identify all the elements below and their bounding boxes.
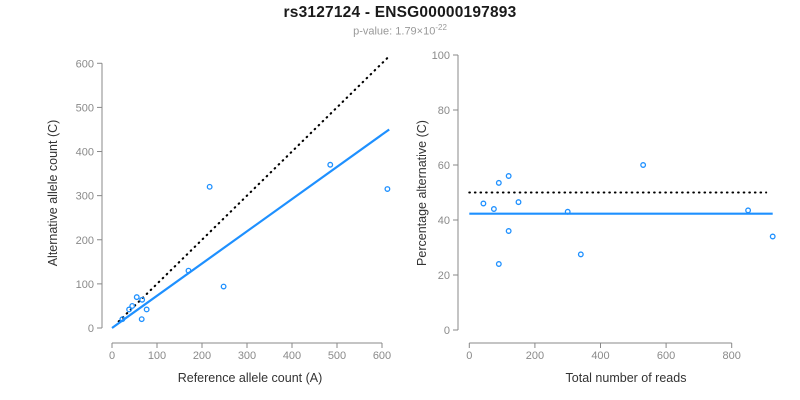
x-axis-tick-label: 200 [526,350,544,362]
x-axis-tick-label: 200 [193,350,211,362]
y-axis-title: Alternative allele count (C) [46,120,60,267]
pvalue-exponent: -22 [435,23,447,32]
x-axis-title: Reference allele count (A) [178,371,323,385]
regression-line [111,128,390,329]
data-point [327,161,334,168]
data-point [505,173,512,179]
y-axis-tick-label: 400 [76,147,94,159]
data-point [126,306,133,313]
data-point [495,261,502,267]
y-axis-tick-label: 80 [438,105,450,117]
data-point [564,208,571,215]
data-point [119,316,126,323]
y-axis-tick-label: 200 [76,235,94,247]
data-point [505,228,512,234]
data-point [495,179,502,186]
y-axis-tick-label: 40 [438,215,450,227]
y-axis-tick-label: 60 [438,160,450,172]
data-point [515,199,522,206]
data-point [640,162,647,168]
x-axis-tick-label: 100 [148,350,166,362]
y-axis-title: Percentage alternative (C) [415,120,429,266]
data-point [577,251,584,258]
figure-title: rs3127124 - ENSG00000197893 [283,4,517,21]
data-point [220,283,227,290]
data-point [129,302,136,309]
data-point [745,207,752,214]
y-axis-tick-label: 500 [76,102,94,114]
pvalue-text: p-value: 1.79×10 [353,25,436,38]
x-axis-title: Total number of reads [566,371,687,385]
data-point [138,316,145,323]
data-point [490,206,497,212]
x-axis-tick-label: 600 [657,350,675,362]
identity-line [117,56,389,323]
x-axis-tick-label: 600 [373,350,391,362]
figure-subtitle: p-value: 1.79×10-22 [0,23,800,38]
data-point [143,306,150,313]
data-point [480,200,487,207]
y-axis-tick-label: 20 [438,270,450,282]
x-axis-tick-label: 500 [328,350,346,362]
x-axis-tick-label: 400 [283,350,301,362]
x-axis-tick-label: 800 [723,350,741,362]
x-axis-tick-label: 300 [238,350,256,362]
x-axis-tick-label: 400 [591,350,609,362]
data-point [769,233,776,240]
x-axis-tick-label: 0 [109,350,115,362]
y-axis-tick-label: 100 [432,50,450,62]
y-axis-tick-label: 600 [76,58,94,70]
data-point [133,294,140,301]
y-axis-tick-label: 300 [76,191,94,203]
y-axis-tick-label: 0 [88,323,94,335]
y-axis-tick-label: 100 [76,279,94,291]
data-point [384,186,391,192]
data-point [206,183,213,190]
data-point [185,267,192,274]
y-axis-tick-label: 0 [444,325,450,337]
x-axis-tick-label: 0 [466,350,472,362]
data-point [139,296,146,303]
